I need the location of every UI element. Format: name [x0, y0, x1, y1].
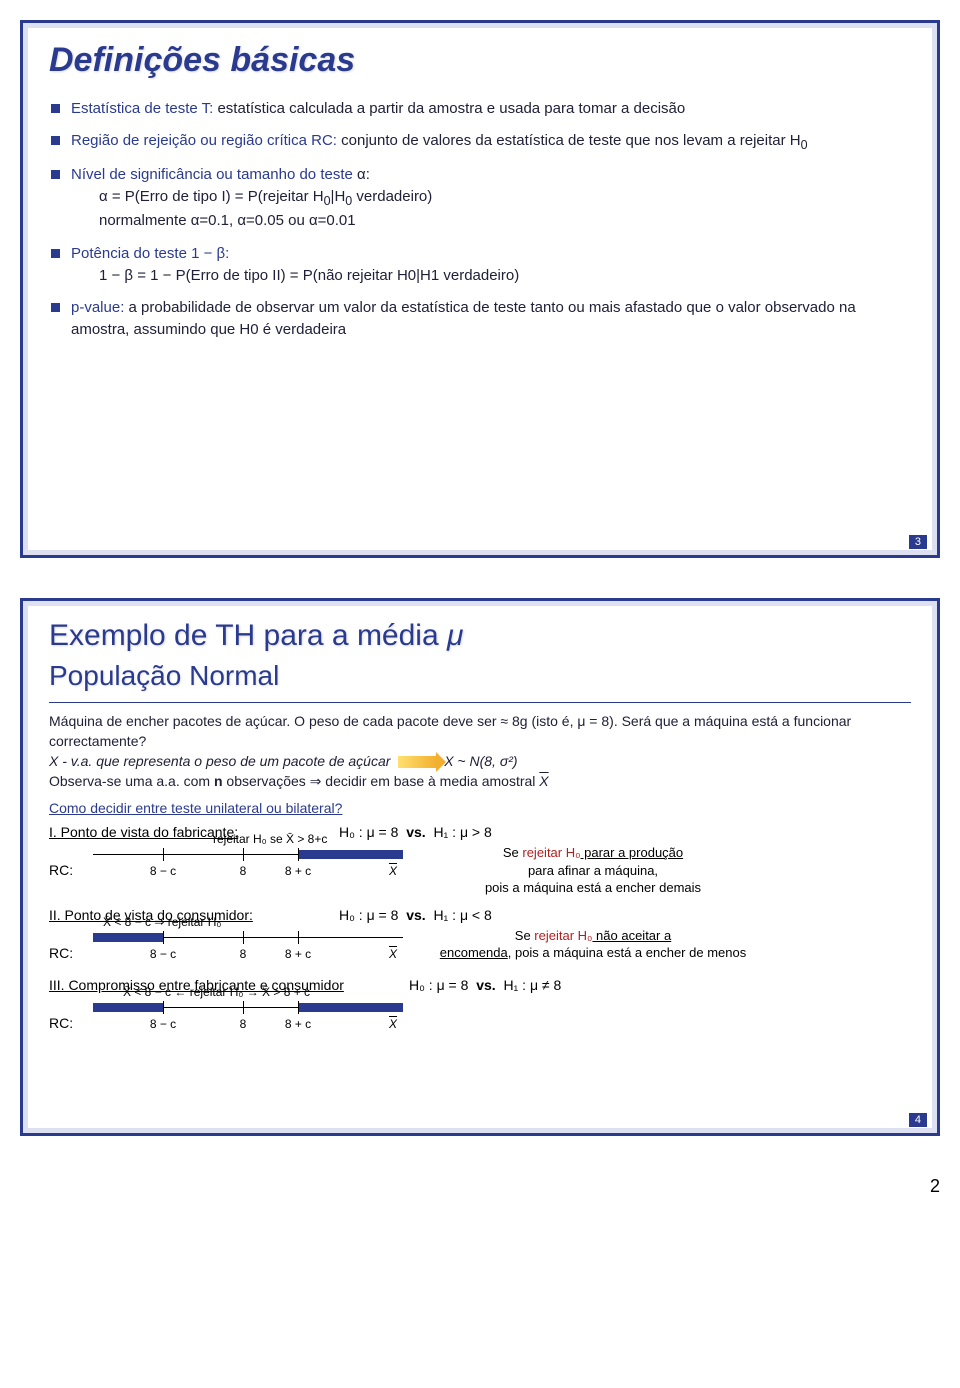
case-III-rc-row: RC: X̄ < 8 − c ← rejeitar H₀ → X̄ > 8 + …	[49, 997, 911, 1037]
slide2-intro: Máquina de encher pacotes de açúcar. O p…	[49, 711, 911, 792]
arrow-icon	[398, 756, 436, 768]
slide1-pagenum: 3	[909, 535, 927, 549]
slide-definicoes: Definições básicas Estatística de teste …	[20, 20, 940, 558]
term-rc: Região de rejeição ou região crítica RC:	[71, 132, 337, 149]
term-alpha: Nível de significância ou tamanho do tes…	[71, 166, 357, 183]
xbar-symbol: X	[539, 773, 548, 789]
case-II-hyp: H₀ : μ = 8 vs. H₁ : μ < 8	[339, 907, 599, 923]
case-I-rc-row: RC: rejeitar H₀ se X̄ > 8+c 8 − c 8 8 + …	[49, 844, 911, 897]
slide2-pagenum: 4	[909, 1113, 927, 1127]
bullet-pvalue: p-value: a probabilidade de observar um …	[49, 297, 911, 341]
case-II-rc-row: RC: X̄ < 8 − c ⇒ rejeitar H₀ 8 − c 8 8 +…	[49, 927, 911, 967]
term-t: Estatística de teste T:	[71, 100, 213, 117]
dist: X ~ N(8, σ²)	[444, 753, 517, 769]
slide2-subtitle: População Normal	[49, 660, 911, 692]
alpha-symbol: α:	[357, 166, 370, 183]
divider	[49, 702, 911, 703]
slide1-bullets: Estatística de teste T: estatística calc…	[49, 98, 911, 341]
case-I-hyp: H₀ : μ = 8 vs. H₁ : μ > 8	[339, 824, 599, 840]
case-III-above: X̄ < 8 − c ← rejeitar H₀ → X̄ > 8 + c	[123, 985, 310, 999]
power-line: 1 − β = 1 − P(Erro de tipo II) = P(não r…	[99, 265, 911, 288]
tick-xbar: X	[389, 864, 397, 878]
tick-8: 8	[240, 864, 247, 878]
axis-III: X̄ < 8 − c ← rejeitar H₀ → X̄ > 8 + c 8 …	[93, 997, 403, 1037]
page-footer: 2	[20, 1176, 940, 1197]
bullet-nivel-significancia: Nível de significância ou tamanho do tes…	[49, 164, 911, 233]
slide1-title: Definições básicas	[49, 41, 911, 80]
case-III-hyp: H₀ : μ = 8 vs. H₁ : μ ≠ 8	[409, 977, 669, 993]
slide2-title: Exemplo de TH para a média μ	[49, 619, 911, 654]
intro-obs: Observa-se uma a.a. com n observações ⇒ …	[49, 771, 911, 791]
bullet-potencia: Potência do teste 1 − β: 1 − β = 1 − P(E…	[49, 243, 911, 287]
text-pvalue: a probabilidade de observar um valor da …	[71, 299, 856, 338]
rc-label-III: RC:	[49, 997, 87, 1031]
case-II-note: Se rejeitar H₀ não aceitar a encomenda, …	[433, 927, 753, 962]
seg-IIIb	[298, 1003, 403, 1012]
axis-II: X̄ < 8 − c ⇒ rejeitar H₀ 8 − c 8 8 + c X	[93, 927, 403, 967]
intro-l1: Máquina de encher pacotes de açúcar. O p…	[49, 711, 911, 752]
case-I-note: Se rejeitar H₀ parar a produção para afi…	[433, 844, 753, 897]
seg-IIIa	[93, 1003, 163, 1012]
slide-exemplo-th: Exemplo de TH para a média μ População N…	[20, 598, 940, 1136]
sub-h0: 0	[801, 138, 808, 152]
intro-xva: X - v.a. que representa o peso de um pac…	[49, 751, 911, 771]
case-II-above: X̄ < 8 − c ⇒ rejeitar H₀	[103, 915, 221, 929]
case-I-above: rejeitar H₀ se X̄ > 8+c	[213, 832, 327, 846]
text-t: estatística calculada a partir da amostr…	[213, 100, 685, 117]
text-rc: conjunto de valores da estatística de te…	[337, 132, 801, 149]
bullet-estatistica-teste: Estatística de teste T: estatística calc…	[49, 98, 911, 120]
axis-I: rejeitar H₀ se X̄ > 8+c 8 − c 8 8 + c X	[93, 844, 403, 884]
alpha-line2: normalmente α=0.1, α=0.05 ou α=0.01	[99, 210, 911, 233]
mu-symbol: μ	[447, 619, 463, 652]
alpha-line1: α = P(Erro de tipo I) = P(rejeitar H0|H0…	[99, 186, 911, 211]
term-power: Potência do teste 1 − β:	[71, 245, 229, 262]
seg-II	[93, 933, 163, 942]
term-pvalue: p-value:	[71, 299, 124, 316]
rc-label-I: RC:	[49, 844, 87, 878]
seg-I	[298, 850, 403, 859]
case-I-head-row: I. Ponto de vista do fabricante: H₀ : μ …	[49, 824, 911, 840]
rc-label-II: RC:	[49, 927, 87, 961]
tick-8+c: 8 + c	[285, 864, 311, 878]
bullet-regiao-rejeicao: Região de rejeição ou região crítica RC:…	[49, 130, 911, 154]
question-bilateral: Como decidir entre teste unilateral ou b…	[49, 798, 911, 818]
tick-8-c: 8 − c	[150, 864, 176, 878]
